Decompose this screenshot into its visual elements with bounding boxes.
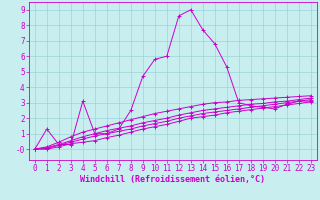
X-axis label: Windchill (Refroidissement éolien,°C): Windchill (Refroidissement éolien,°C) [80,175,265,184]
